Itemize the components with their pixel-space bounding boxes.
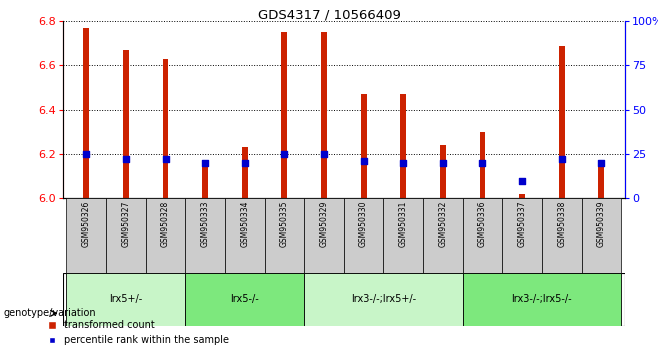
Bar <box>598 161 604 198</box>
Bar <box>480 132 486 198</box>
Text: GSM950336: GSM950336 <box>478 200 487 247</box>
Point <box>438 160 448 166</box>
FancyBboxPatch shape <box>542 198 582 273</box>
Text: lrx5+/-: lrx5+/- <box>109 294 143 304</box>
Text: GSM950334: GSM950334 <box>240 200 249 247</box>
Text: GSM950332: GSM950332 <box>438 200 447 247</box>
Text: GSM950326: GSM950326 <box>82 200 91 247</box>
Text: GDS4317 / 10566409: GDS4317 / 10566409 <box>257 9 401 22</box>
Point <box>477 160 488 166</box>
Text: genotype/variation: genotype/variation <box>3 308 96 318</box>
Text: lrx5-/-: lrx5-/- <box>230 294 259 304</box>
Text: GSM950338: GSM950338 <box>557 200 567 247</box>
FancyBboxPatch shape <box>343 198 384 273</box>
FancyBboxPatch shape <box>225 198 265 273</box>
Text: GSM950339: GSM950339 <box>597 200 606 247</box>
Point <box>161 156 171 162</box>
Point <box>81 151 91 157</box>
Point <box>398 160 409 166</box>
FancyBboxPatch shape <box>66 273 186 326</box>
Point <box>596 160 607 166</box>
Text: GSM950337: GSM950337 <box>518 200 526 247</box>
FancyBboxPatch shape <box>106 198 145 273</box>
Text: lrx3-/-;lrx5+/-: lrx3-/-;lrx5+/- <box>351 294 416 304</box>
Bar <box>559 46 565 198</box>
Bar <box>84 28 89 198</box>
FancyBboxPatch shape <box>66 198 106 273</box>
FancyBboxPatch shape <box>423 198 463 273</box>
FancyBboxPatch shape <box>304 198 343 273</box>
Point <box>557 156 567 162</box>
Text: GSM950327: GSM950327 <box>121 200 130 247</box>
Bar <box>440 145 446 198</box>
Point <box>240 160 250 166</box>
Point <box>120 156 131 162</box>
Text: lrx3-/-;lrx5-/-: lrx3-/-;lrx5-/- <box>511 294 572 304</box>
Text: GSM950328: GSM950328 <box>161 200 170 247</box>
Bar <box>123 50 129 198</box>
Bar <box>321 32 327 198</box>
Text: GSM950330: GSM950330 <box>359 200 368 247</box>
FancyBboxPatch shape <box>582 198 621 273</box>
FancyBboxPatch shape <box>502 198 542 273</box>
Text: GSM950331: GSM950331 <box>399 200 408 247</box>
Point <box>517 178 527 183</box>
Bar <box>163 59 168 198</box>
FancyBboxPatch shape <box>186 198 225 273</box>
FancyBboxPatch shape <box>384 198 423 273</box>
Point <box>359 158 369 164</box>
Bar <box>202 165 208 198</box>
Bar <box>361 94 367 198</box>
Bar <box>241 147 247 198</box>
Bar <box>282 32 288 198</box>
Point <box>318 151 329 157</box>
Bar <box>519 194 525 198</box>
FancyBboxPatch shape <box>265 198 304 273</box>
FancyBboxPatch shape <box>304 273 463 326</box>
Point <box>279 151 290 157</box>
Text: GSM950335: GSM950335 <box>280 200 289 247</box>
FancyBboxPatch shape <box>186 273 304 326</box>
FancyBboxPatch shape <box>463 273 621 326</box>
FancyBboxPatch shape <box>463 198 502 273</box>
Text: GSM950329: GSM950329 <box>320 200 328 247</box>
Text: GSM950333: GSM950333 <box>201 200 210 247</box>
Point <box>200 160 211 166</box>
FancyBboxPatch shape <box>145 198 186 273</box>
Legend: transformed count, percentile rank within the sample: transformed count, percentile rank withi… <box>44 316 233 349</box>
Bar <box>400 94 406 198</box>
